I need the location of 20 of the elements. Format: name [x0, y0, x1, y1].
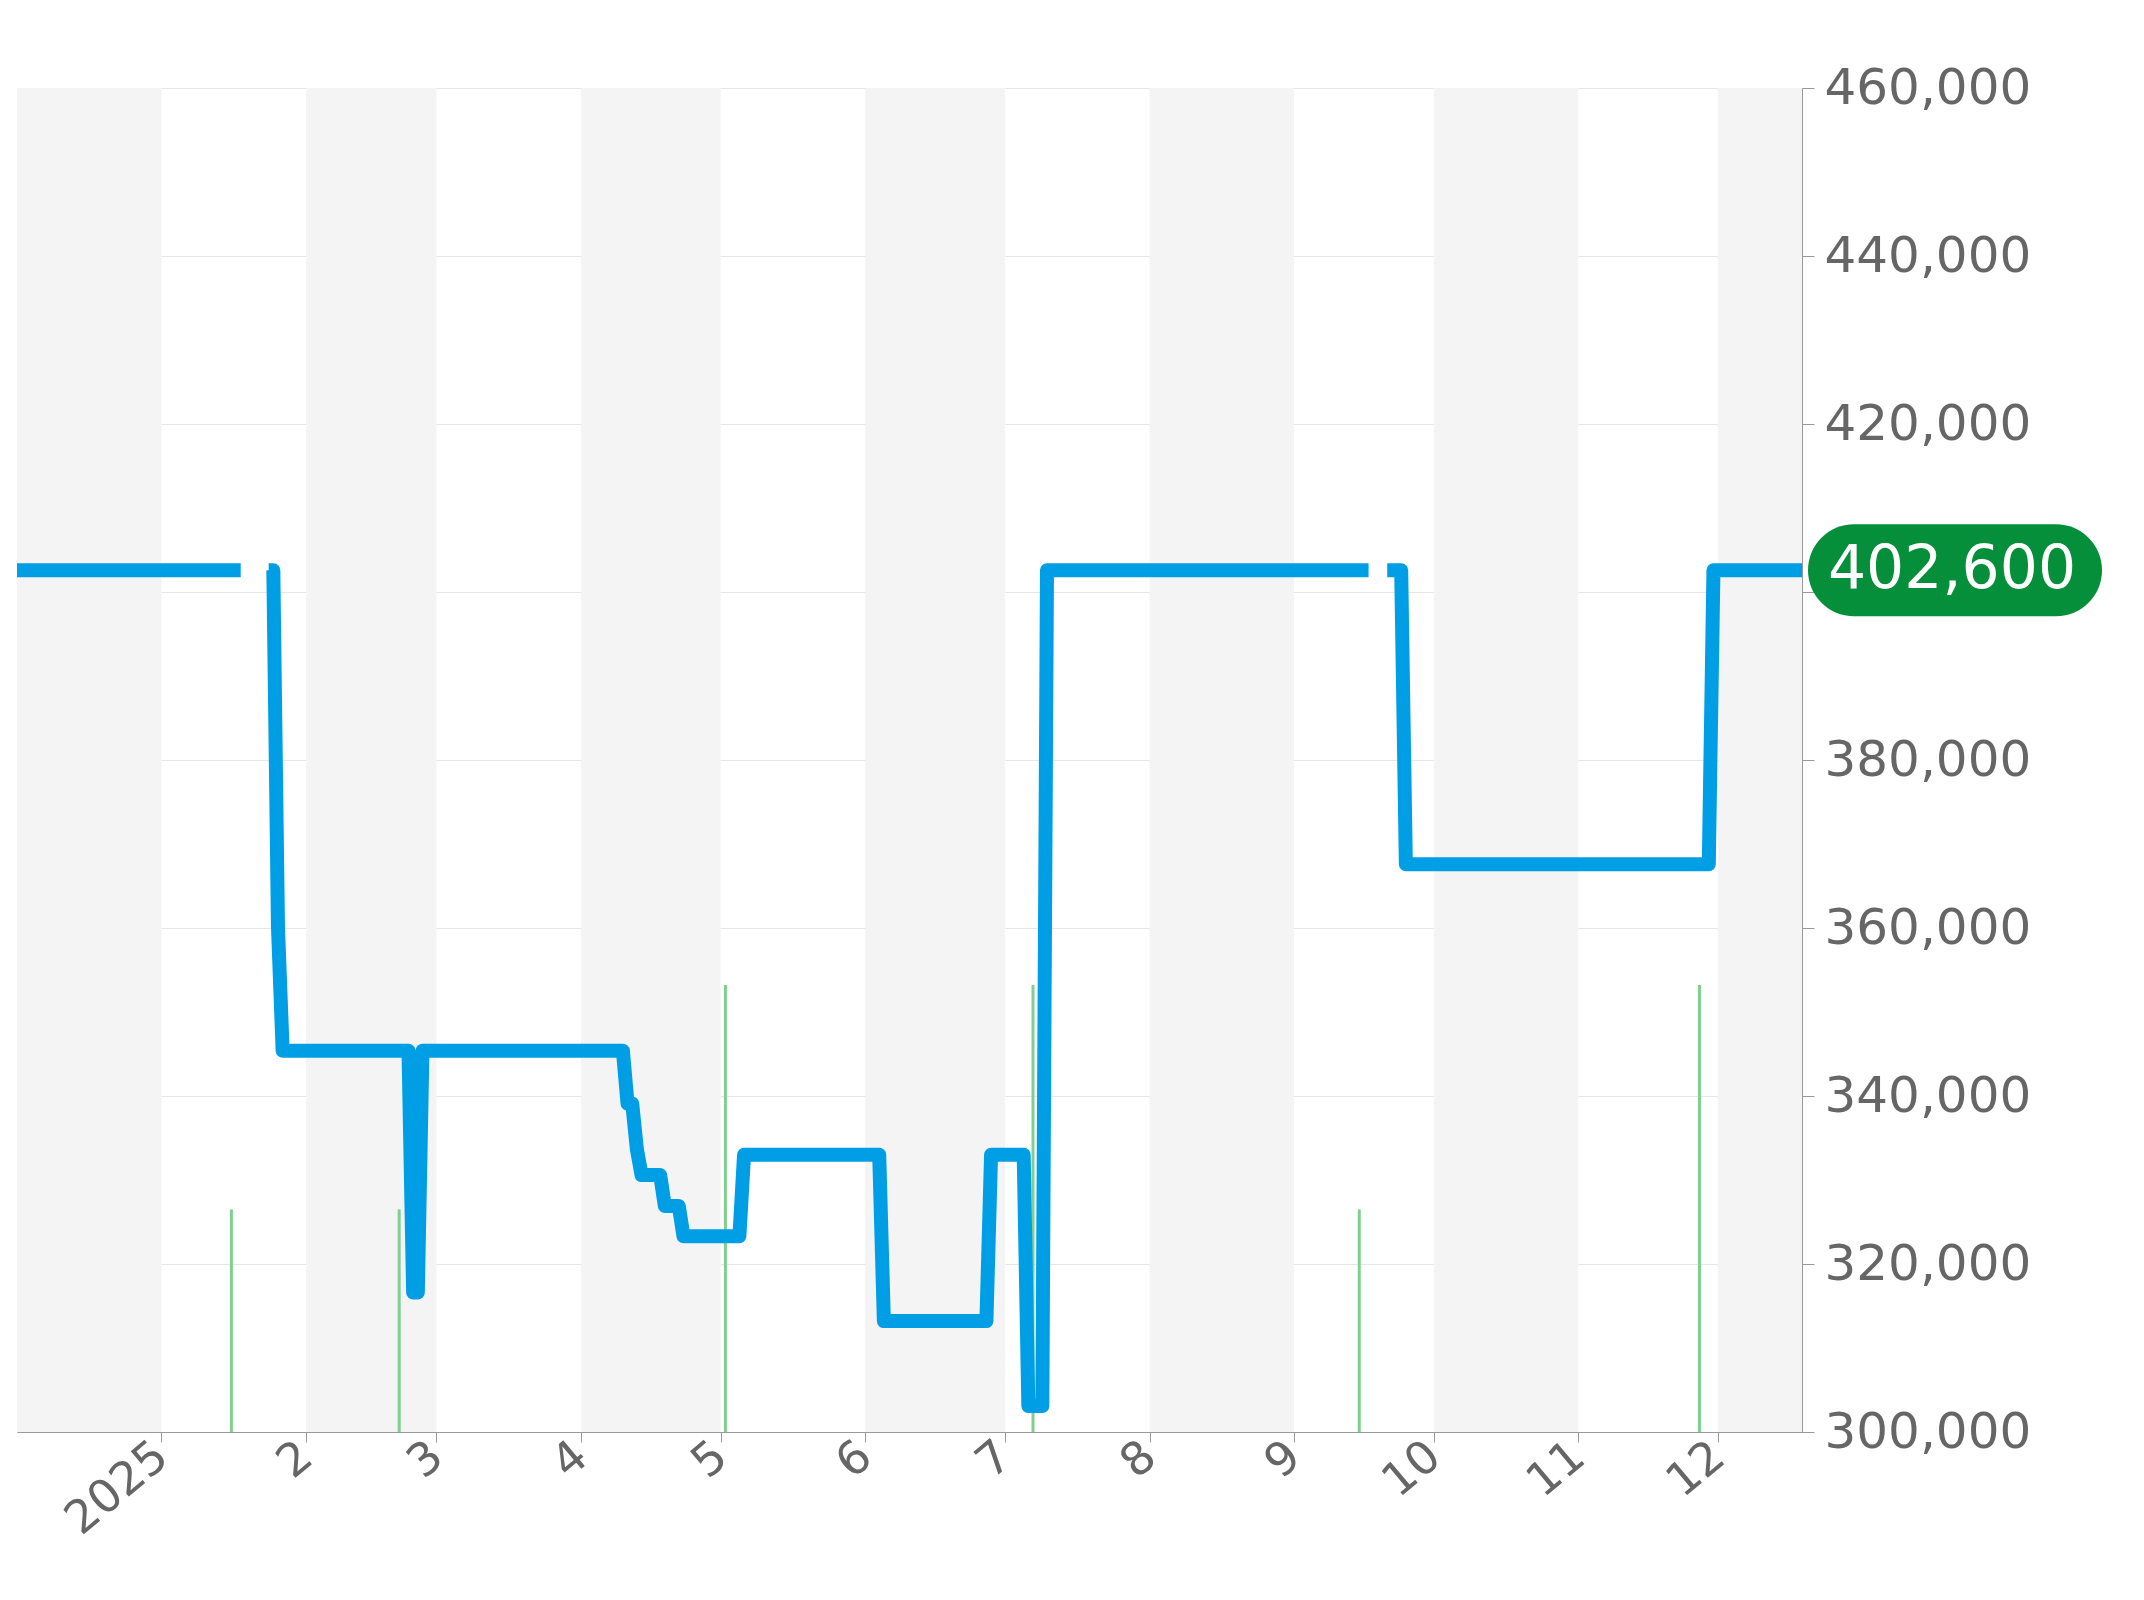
x-tick-label: 10 [1370, 1428, 1451, 1508]
x-tick-label: 11 [1515, 1428, 1595, 1508]
x-tick-label: 5 [680, 1428, 738, 1489]
y-tick-label: 360,000 [1824, 897, 2032, 956]
x-tick-label: 6 [824, 1428, 882, 1489]
x-tick-label: 2 [265, 1428, 323, 1489]
y-tick-label: 460,000 [1824, 57, 2032, 116]
x-tick-label: 4 [540, 1428, 598, 1489]
x-tick-label: 9 [1253, 1428, 1311, 1489]
y-tick-label: 320,000 [1824, 1233, 2032, 1292]
y-tick-label: 380,000 [1824, 729, 2032, 788]
y-tick-label: 340,000 [1824, 1065, 2032, 1124]
x-tick-label: 8 [1108, 1428, 1167, 1489]
y-tick-label: 300,000 [1824, 1401, 2032, 1460]
x-tick-label: 7 [964, 1428, 1022, 1489]
y-tick-label: 420,000 [1824, 393, 2032, 452]
y-tick-label: 440,000 [1824, 225, 2032, 284]
x-tick-label: 3 [395, 1428, 454, 1489]
annotation: 402,600 [1827, 532, 2077, 603]
x-tick-label: 12 [1655, 1428, 1735, 1508]
